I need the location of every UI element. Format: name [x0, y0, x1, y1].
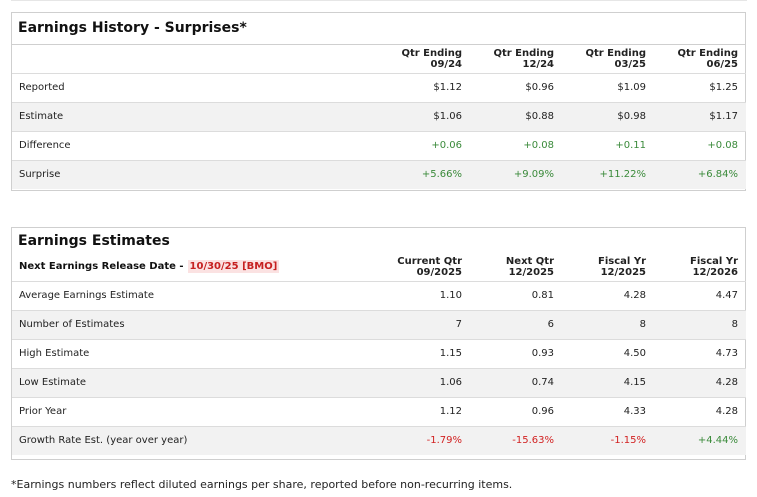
cell-value: $1.25 — [654, 72, 746, 102]
earnings-history-panel: Earnings History - Surprises* Qtr Ending… — [11, 12, 746, 191]
cell-value: +0.08 — [470, 130, 562, 160]
cell-value: 7 — [378, 309, 470, 339]
cell-value: $0.98 — [562, 101, 654, 131]
cell-value: -1.79% — [378, 425, 470, 455]
cell-value: +6.84% — [654, 159, 746, 189]
table-row: Number of Estimates 7 6 8 8 — [12, 309, 746, 339]
cell-value: 1.15 — [378, 338, 470, 368]
header-empty — [12, 45, 378, 73]
cell-value: 0.93 — [470, 338, 562, 368]
cell-value: +0.06 — [378, 130, 470, 160]
cell-value: 4.28 — [562, 280, 654, 310]
column-header: Current Qtr 09/2025 — [397, 255, 462, 278]
table-row: Estimate $1.06 $0.88 $0.98 $1.17 — [12, 101, 746, 131]
cell-value: +0.08 — [654, 130, 746, 160]
cell-value: +9.09% — [470, 159, 562, 189]
earnings-history-table: Qtr Ending 09/24 Qtr Ending 12/24 Qtr Endi… — [12, 45, 746, 189]
table-row: Reported $1.12 $0.96 $1.09 $1.25 — [12, 72, 746, 102]
table-row: Growth Rate Est. (year over year) -1.79%… — [12, 425, 746, 455]
cell-value: $1.06 — [378, 101, 470, 131]
row-label: High Estimate — [12, 338, 378, 368]
column-header: Qtr Ending 12/24 — [493, 47, 554, 70]
cell-value: $0.96 — [470, 72, 562, 102]
cell-value: $1.17 — [654, 101, 746, 131]
earnings-estimates-table: Next Earnings Release Date -10/30/25 [BM… — [12, 253, 746, 455]
cell-value: 1.06 — [378, 367, 470, 397]
cell-value: 4.15 — [562, 367, 654, 397]
cell-value: 4.50 — [562, 338, 654, 368]
table-row: Average Earnings Estimate 1.10 0.81 4.28… — [12, 280, 746, 310]
earnings-estimates-panel: Earnings Estimates Next Earnings Release… — [11, 227, 746, 460]
table-row: Prior Year 1.12 0.96 4.33 4.28 — [12, 396, 746, 426]
cell-value: 0.74 — [470, 367, 562, 397]
table-row: Low Estimate 1.06 0.74 4.15 4.28 — [12, 367, 746, 397]
row-label: Reported — [12, 72, 378, 102]
next-release-label: Next Earnings Release Date - — [19, 261, 184, 273]
cell-value: +11.22% — [562, 159, 654, 189]
earnings-estimates-title: Earnings Estimates — [18, 233, 170, 249]
cell-value: 0.96 — [470, 396, 562, 426]
table-header-row: Next Earnings Release Date -10/30/25 [BM… — [12, 253, 746, 281]
row-label: Estimate — [12, 101, 378, 131]
row-label: Growth Rate Est. (year over year) — [12, 425, 378, 455]
column-header: Qtr Ending 03/25 — [585, 47, 646, 70]
next-release-date-badge: 10/30/25 [BMO] — [187, 260, 280, 274]
column-header: Fiscal Yr 12/2025 — [598, 255, 646, 278]
cell-value: 1.12 — [378, 396, 470, 426]
cell-value: 8 — [562, 309, 654, 339]
cell-value: +0.11 — [562, 130, 654, 160]
cell-value: -15.63% — [470, 425, 562, 455]
column-header: Qtr Ending 06/25 — [677, 47, 738, 70]
cell-value: $1.12 — [378, 72, 470, 102]
table-header-row: Qtr Ending 09/24 Qtr Ending 12/24 Qtr Endi… — [12, 45, 746, 73]
row-label: Number of Estimates — [12, 309, 378, 339]
row-label: Prior Year — [12, 396, 378, 426]
cell-value: +4.44% — [654, 425, 746, 455]
cell-value: 6 — [470, 309, 562, 339]
cell-value: 4.73 — [654, 338, 746, 368]
earnings-history-title: Earnings History - Surprises* — [12, 13, 745, 45]
column-header: Fiscal Yr 12/2026 — [690, 255, 738, 278]
cell-value: -1.15% — [562, 425, 654, 455]
column-header: Qtr Ending 09/24 — [401, 47, 462, 70]
row-label: Average Earnings Estimate — [12, 280, 378, 310]
cell-value: 4.28 — [654, 367, 746, 397]
cell-value: 4.47 — [654, 280, 746, 310]
cell-value: 1.10 — [378, 280, 470, 310]
row-label: Surprise — [12, 159, 378, 189]
row-label: Difference — [12, 130, 378, 160]
cell-value: 8 — [654, 309, 746, 339]
cell-value: 4.33 — [562, 396, 654, 426]
row-label: Low Estimate — [12, 367, 378, 397]
cell-value: +5.66% — [378, 159, 470, 189]
next-release-header: Next Earnings Release Date -10/30/25 [BM… — [12, 253, 378, 281]
cell-value: 4.28 — [654, 396, 746, 426]
table-row: Surprise +5.66% +9.09% +11.22% +6.84% — [12, 159, 746, 189]
top-divider — [11, 0, 747, 1]
footnote: *Earnings numbers reflect diluted earnin… — [11, 478, 513, 491]
cell-value: 0.81 — [470, 280, 562, 310]
cell-value: $0.88 — [470, 101, 562, 131]
column-header: Next Qtr 12/2025 — [505, 255, 554, 278]
table-row: High Estimate 1.15 0.93 4.50 4.73 — [12, 338, 746, 368]
cell-value: $1.09 — [562, 72, 654, 102]
table-row: Difference +0.06 +0.08 +0.11 +0.08 — [12, 130, 746, 160]
